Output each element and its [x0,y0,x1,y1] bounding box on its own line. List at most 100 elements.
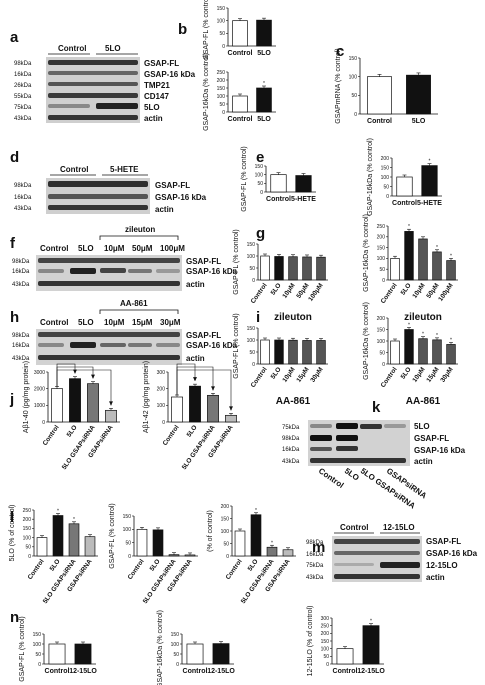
x-tick-label: Control [250,366,269,389]
significance-star: * [422,332,424,338]
y-tick-label: 100 [377,339,386,345]
x-tick-label: Control [392,200,417,207]
bar [184,554,196,557]
bar [288,339,298,365]
y-tick-label: 0 [260,190,263,196]
y-tick-label: 150 [247,242,256,248]
arrow-head-icon [229,406,233,411]
arrow-head-icon [91,374,95,379]
bar [446,344,456,365]
significance-star: * [212,388,214,394]
y-tick-label: 0 [38,662,41,668]
y-axis-label: Aβ1-40 (pg/mg protein) [23,361,30,433]
bar [274,256,284,281]
bar [446,260,456,281]
x-tick-label: 5LO [186,424,199,438]
blot-a-marker-1: 16kDa [14,72,32,78]
x-tick-label: Control [380,366,399,389]
bar [404,329,414,365]
panel-label-b: b [178,21,187,38]
y-tick-label: 0 [28,554,31,560]
bar [316,340,326,365]
bar [234,530,246,557]
blot-k-band-1: GSAP-FL [414,434,449,443]
bar [186,643,204,665]
blot-k-bands [310,423,406,463]
blot-f-marker-1: 16kDa [12,269,30,275]
blot-k-band-3: actin [414,457,433,466]
panel-label-h: h [10,309,19,326]
chart-b-gsap-fl: 0 50 100 150 GSAP-FL (% control) Control 5LO [203,0,276,60]
y-tick-label: 150 [217,6,226,12]
bar [250,514,262,557]
x-tick-label: 5-HETE [291,196,316,203]
y-tick-label: 50 [219,31,225,37]
y-axis-label: Aβ1-42 (pg/mg protein) [143,361,150,433]
blot-k-lane-0: Control [317,466,345,490]
blot-h-lane-4: 30μM [160,318,181,327]
x-axis-title: AA-861 [276,396,311,407]
y-tick-label: 250 [377,224,386,230]
x-tick-label: Control [333,668,358,675]
bar [171,396,183,423]
blot-f-lane-1: 5LO [78,244,94,253]
bar [260,255,270,281]
chart-e-gsap-fl: 0 50 100 150 GSAP-FL (% control) Control 5-HET… [241,146,316,211]
y-tick-label: 0 [222,44,225,50]
x-tick-label: 12-15LO [207,668,235,675]
y-tick-label: 150 [33,632,42,638]
blot-a-group-5lo: 5LO [105,44,121,53]
bar [396,176,413,197]
significance-star: * [230,408,232,414]
bar [207,394,219,423]
blot-d-marker-0: 98kDa [14,183,32,189]
significance-star: * [74,372,76,378]
blot-h-band-1: GSAP-16 kDa [186,341,238,350]
x-tick-label: 10μM [281,282,296,300]
chart-g-gsap-16kda: 0 50 100 150 200 250 GSAP-16kDa (% control) Con… [363,214,458,323]
y-tick-label: 150 [381,165,390,171]
blot-a-band-5: actin [144,114,163,123]
chart-l-5lo: 0 50 100 150 200 250 5LO (% of control) Control… [9,505,98,605]
blot-m-marker-1: 16kDa [306,552,324,558]
x-tick-label: 5LO [270,366,283,380]
x-tick-label: 30μM [309,366,324,384]
y-tick-label: 100 [217,18,226,24]
significance-star: * [408,224,410,230]
y-tick-label: 0 [386,194,389,200]
chart-i-gsap-fl: 0 50 100 150 GSAP-FL (% control) Control 5LO10… [233,313,328,407]
blot-m-marker-3: 43kDa [306,575,324,581]
bar [87,383,99,423]
y-tick-label: 0 [382,278,385,284]
blot-h-marker-1: 16kDa [12,343,30,349]
bar [232,95,248,113]
bar [266,546,278,557]
blot-m-marker-0: 98kDa [306,540,324,546]
bar [406,74,431,115]
bar [390,340,400,365]
blot-d-band-0: GSAP-FL [155,181,190,190]
bar [48,643,66,665]
comparison-bracket [176,369,232,410]
significance-star: * [429,159,431,165]
chart-b-gsap-16kda: 0 50 100 150 200 250 GSAP-16kDa (% control) Con… [203,53,276,131]
y-axis-label: GSAP-FL (% control) [19,616,26,681]
blot-a-membrane [46,57,140,123]
blot-d-band-1: GSAP-16 kDa [155,193,207,202]
x-tick-label: 5LO [400,282,413,296]
y-axis-label: GSAP-FL (% control) [203,0,210,60]
blot-a-marker-0: 98kDa [14,61,32,67]
chart-j-abeta42: 0 100 200 300 Aβ1-42 (pg/mg protein) Control *… [143,361,240,471]
significance-star: * [110,403,112,409]
blot-a-marker-3: 55kDa [14,94,32,100]
x-tick-label: 5LO [49,558,62,572]
y-tick-label: 100 [123,527,132,533]
blot-a-band-4: 5LO [144,103,160,112]
blot-d-marker-2: 43kDa [14,206,32,212]
blot-f-lane-0: Control [40,244,68,253]
y-tick-label: 50 [173,652,179,658]
panel-label-m: m [312,539,325,556]
